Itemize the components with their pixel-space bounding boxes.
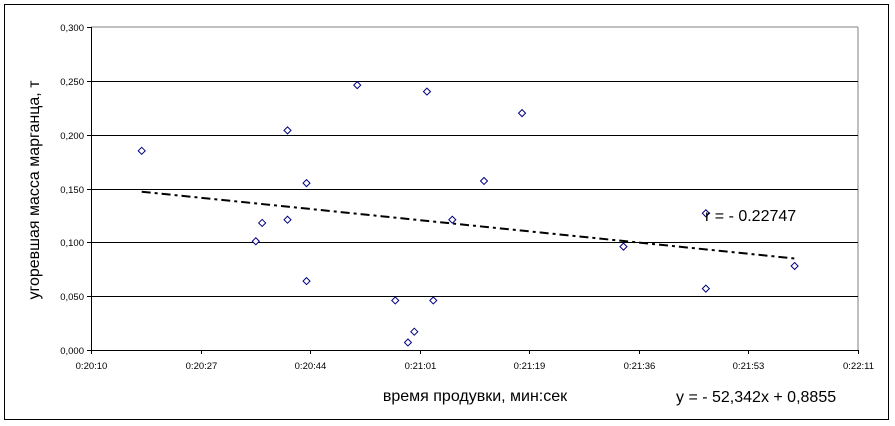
data-point xyxy=(257,218,267,228)
y-tick-label: 0,000 xyxy=(60,346,84,357)
data-point xyxy=(410,327,419,336)
x-tick-label: 0:21:01 xyxy=(405,361,437,372)
data-point xyxy=(353,80,362,90)
data-point xyxy=(391,296,400,305)
data-point xyxy=(479,176,489,186)
x-tick-label: 0:20:44 xyxy=(295,361,327,372)
y-axis-label: угоревшая масса марганца, т xyxy=(26,80,43,300)
data-point xyxy=(302,178,311,188)
data-point xyxy=(422,87,432,96)
data-point xyxy=(429,296,438,305)
data-point xyxy=(790,261,799,271)
correlation-annotation: r = - 0.22747 xyxy=(705,208,796,225)
y-tick-label: 0,100 xyxy=(60,238,84,249)
data-point xyxy=(448,215,457,224)
data-point xyxy=(283,215,292,224)
data-point xyxy=(701,284,711,293)
data-point xyxy=(517,108,527,118)
data-point xyxy=(619,242,628,251)
y-tick-label: 0,300 xyxy=(60,23,84,34)
x-tick-label: 0:21:53 xyxy=(733,361,765,372)
x-axis-label: время продувки, мин:сек xyxy=(383,388,568,405)
data-point xyxy=(283,126,292,135)
regression-equation: y = - 52,342x + 0,8855 xyxy=(676,389,836,406)
chart-frame xyxy=(4,4,889,420)
x-tick-label: 0:22:11 xyxy=(843,361,874,372)
y-tick-label: 0,250 xyxy=(60,77,84,88)
data-point xyxy=(403,338,413,347)
x-tick-label: 0:20:10 xyxy=(76,361,108,372)
trendline xyxy=(141,190,795,260)
y-tick-label: 0,050 xyxy=(60,292,84,303)
data-point xyxy=(302,276,311,286)
data-point xyxy=(251,237,261,246)
x-tick-label: 0:20:27 xyxy=(186,361,218,372)
y-tick-label: 0,150 xyxy=(60,185,84,196)
data-point xyxy=(137,146,146,156)
x-tick-label: 0:21:19 xyxy=(514,361,546,372)
y-tick-label: 0,200 xyxy=(60,131,84,142)
x-tick-label: 0:21:36 xyxy=(624,361,656,372)
data-point xyxy=(701,209,711,218)
